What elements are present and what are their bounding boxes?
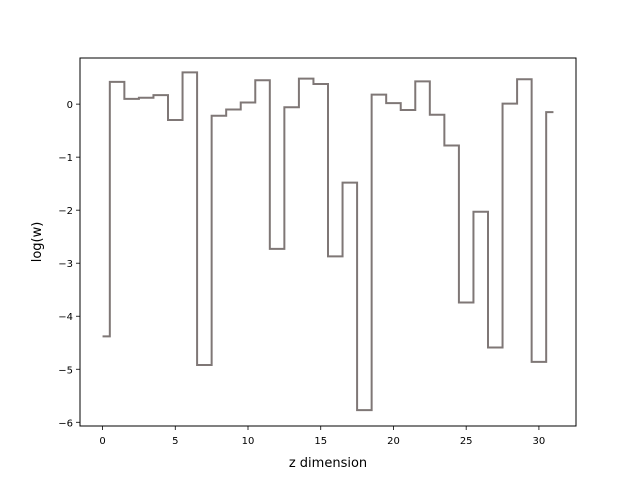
y-tick-label: −4	[58, 312, 73, 323]
x-tick-label: 15	[314, 436, 327, 447]
x-tick-label: 5	[172, 436, 178, 447]
x-tick-label: 20	[387, 436, 400, 447]
x-tick-label: 30	[533, 436, 546, 447]
y-tick-label: 0	[67, 100, 73, 111]
x-tick-label: 0	[99, 436, 105, 447]
y-tick-label: −3	[58, 259, 73, 270]
x-axis-ticks: 0 5 10 15 20 25 30	[99, 426, 545, 447]
y-tick-label: −1	[58, 153, 73, 164]
series-line-0	[102, 71, 554, 412]
x-tick-label: 25	[460, 436, 473, 447]
x-tick-label: 10	[242, 436, 255, 447]
y-tick-label: −6	[58, 418, 73, 429]
series-layer	[102, 71, 554, 412]
y-axis-label: log(w)	[30, 222, 45, 263]
x-axis-label: z dimension	[289, 456, 367, 471]
y-axis-ticks: −6 −5 −4 −3 −2 −1 0	[58, 100, 80, 429]
y-tick-label: −2	[58, 206, 73, 217]
plot-frame	[79, 57, 577, 427]
y-tick-label: −5	[58, 365, 73, 376]
